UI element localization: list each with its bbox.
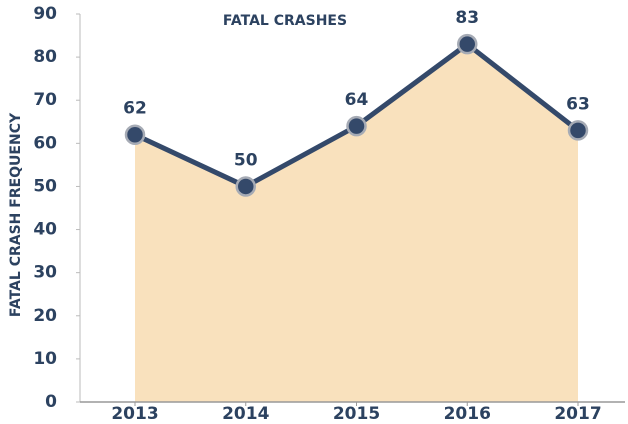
value-label: 63 [566, 94, 590, 114]
y-axis-title: FATAL CRASH FREQUENCY [8, 112, 24, 317]
y-tick-label: 80 [33, 47, 57, 67]
y-tick-label: 50 [33, 176, 57, 196]
marker [567, 120, 589, 141]
x-tick-label: 2015 [333, 404, 380, 424]
x-tick-label: 2013 [111, 404, 158, 424]
y-tick-label: 20 [33, 306, 57, 326]
y-tick-label: 60 [33, 133, 57, 153]
x-tick-label: 2017 [554, 404, 601, 424]
y-tick-label: 30 [33, 263, 57, 283]
y-tick-label: 90 [33, 4, 57, 24]
value-label: 83 [455, 8, 479, 28]
x-tick-label: 2014 [222, 404, 269, 424]
marker [124, 124, 146, 145]
value-label: 50 [234, 150, 258, 170]
chart-title: FATAL CRASHES [223, 13, 347, 29]
area [135, 44, 578, 403]
y-tick-label: 10 [33, 349, 57, 369]
value-label: 64 [345, 90, 369, 110]
y-tick-label: 40 [33, 220, 57, 240]
y-tick-label: 70 [33, 90, 57, 110]
y-tick-label: 0 [45, 392, 57, 412]
marker [346, 115, 367, 137]
marker [457, 33, 478, 55]
marker [235, 176, 256, 197]
x-tick-label: 2016 [444, 404, 491, 424]
value-label: 62 [123, 99, 147, 119]
